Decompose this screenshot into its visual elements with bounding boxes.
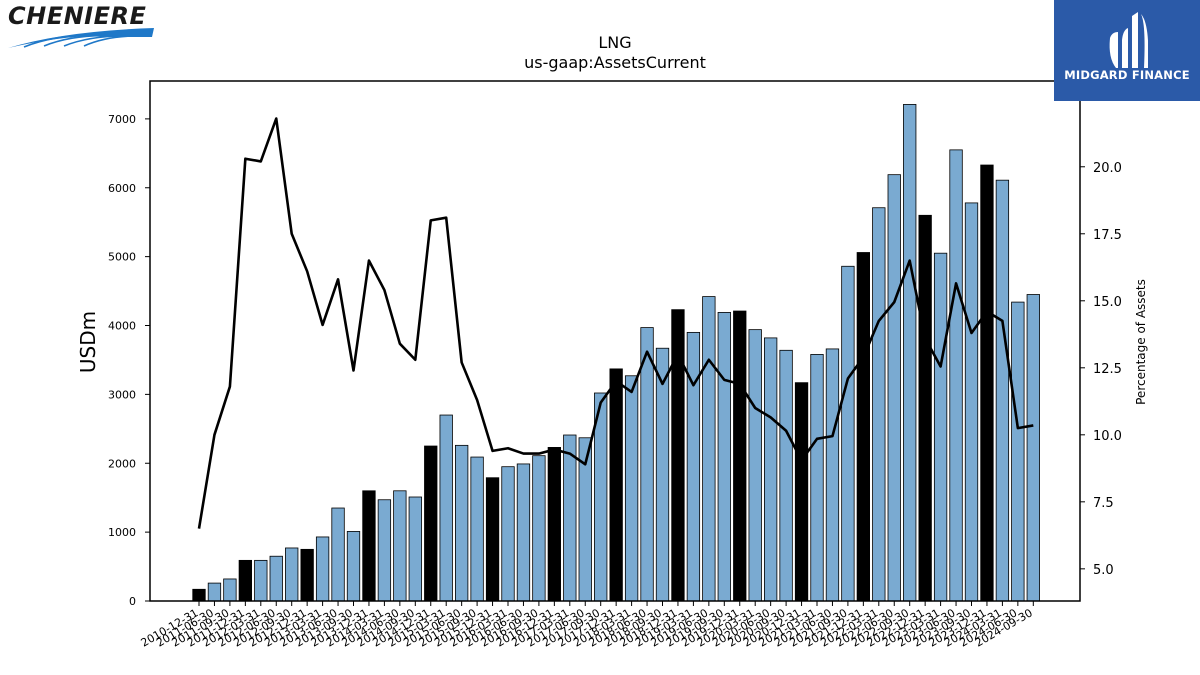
y-tick-label: 5000	[108, 251, 136, 264]
y2-tick-label: 12.5	[1093, 362, 1122, 377]
bar	[841, 265, 855, 602]
bar	[748, 329, 762, 602]
bar	[918, 214, 932, 602]
bar	[764, 337, 778, 602]
bar	[269, 555, 283, 602]
bar	[532, 455, 546, 602]
y2-tick-label: 7.5	[1093, 496, 1114, 511]
bar	[346, 531, 361, 602]
plot-frame	[149, 80, 1081, 602]
y2-axis-label: Percentage of Assets	[1134, 279, 1148, 405]
bar	[223, 578, 237, 602]
bar	[949, 149, 963, 602]
y-tick-label: 7000	[108, 113, 136, 126]
bar	[624, 375, 639, 602]
bar	[238, 559, 253, 602]
bar	[609, 368, 623, 602]
bar	[362, 490, 376, 602]
bar	[980, 164, 994, 602]
y2-tick-label: 17.5	[1093, 228, 1122, 243]
bar	[794, 382, 809, 602]
y2-tick-label: 20.0	[1093, 161, 1122, 176]
bar	[439, 414, 453, 602]
percentage-line	[197, 117, 1034, 529]
bar	[702, 296, 716, 602]
bar	[454, 444, 469, 602]
bar	[331, 507, 345, 602]
bar	[1011, 301, 1025, 602]
bar	[393, 490, 407, 602]
bar	[192, 588, 206, 602]
cheniere-logo-text: CHENIERE	[8, 2, 147, 30]
cheniere-wave-icon	[8, 28, 154, 48]
bar	[470, 456, 484, 602]
y2-tick-label: 5.0	[1093, 563, 1114, 578]
bar	[285, 547, 299, 602]
bar	[547, 447, 561, 602]
cheniere-logo: CHENIERE	[4, 2, 156, 52]
bar	[424, 445, 438, 602]
bar	[563, 434, 577, 602]
bar	[501, 466, 515, 602]
bar	[1026, 294, 1040, 602]
bar	[254, 559, 268, 602]
bar	[655, 347, 670, 602]
bar	[825, 348, 840, 602]
bar	[516, 463, 531, 602]
y2-tick-label: 10.0	[1093, 429, 1122, 444]
bar	[408, 496, 422, 602]
bar	[810, 354, 824, 602]
y-tick-label: 2000	[108, 457, 136, 470]
bar	[995, 179, 1010, 602]
y-tick-label: 4000	[108, 320, 136, 333]
midgard-finance-logo: MIDGARD FINANCE	[1054, 0, 1200, 101]
bar	[300, 548, 314, 602]
bar	[856, 252, 870, 602]
chart-subtitle: us-gaap:AssetsCurrent	[524, 53, 706, 72]
bar	[903, 104, 917, 602]
bar	[207, 582, 222, 602]
bar	[933, 252, 948, 602]
bar	[733, 310, 747, 602]
bar	[717, 312, 731, 602]
chart-title: LNG	[598, 33, 631, 52]
y2-tick-label: 15.0	[1093, 295, 1122, 310]
bar	[779, 349, 793, 602]
bar	[887, 174, 901, 602]
bar	[315, 536, 330, 602]
midgard-emblem-icon	[1109, 12, 1148, 68]
bar	[686, 331, 701, 602]
bar	[640, 327, 654, 602]
bar	[377, 499, 392, 602]
y-axis-label: USDm	[76, 311, 100, 373]
bar	[485, 477, 500, 602]
y-tick-label: 1000	[108, 526, 136, 539]
bar	[964, 202, 979, 602]
y-tick-label: 0	[129, 595, 136, 608]
bar	[872, 207, 886, 602]
y-tick-label: 6000	[108, 182, 136, 195]
midgard-finance-text: MIDGARD FINANCE	[1064, 68, 1190, 82]
y-tick-label: 3000	[108, 388, 136, 401]
